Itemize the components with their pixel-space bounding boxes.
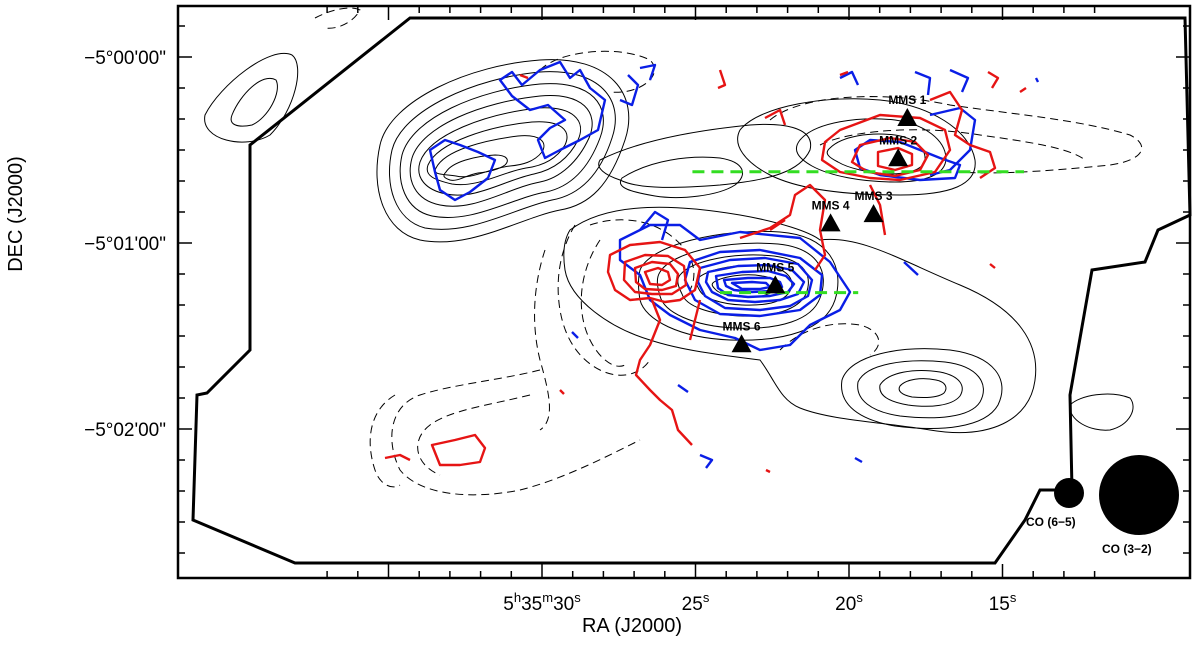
cut-lines <box>692 170 1024 295</box>
mms-label: MMS 1 <box>888 93 926 107</box>
mms-label: MMS 6 <box>723 319 761 333</box>
mms-label: MMS 5 <box>756 260 794 274</box>
mms-marker <box>731 334 752 353</box>
beam-label-co32: CO (3−2) <box>1102 542 1152 556</box>
x-tick-label: 5h35m30s <box>503 590 581 615</box>
x-tick-label: 20s <box>835 590 863 615</box>
x-tick-label: 15s <box>989 590 1017 615</box>
mms-marker <box>765 275 786 294</box>
mms-marker <box>863 204 884 223</box>
mms-label: MMS 2 <box>879 133 917 147</box>
black-dashed-contours <box>314 7 1142 496</box>
y-tick-label: −5°00'00" <box>84 48 166 69</box>
beam-label-co65: CO (6−5) <box>1026 515 1076 529</box>
coverage-boundary <box>191 16 1192 565</box>
axis-ticks <box>178 6 1190 578</box>
black-solid-contours <box>204 53 1134 434</box>
mms-marker <box>897 108 918 126</box>
x-axis-title: RA (J2000) <box>582 615 682 637</box>
y-tick-label: −5°01'00" <box>84 234 166 255</box>
mms-label: MMS 4 <box>812 198 850 212</box>
plot-frame <box>176 4 1192 580</box>
mms-sources: MMS 1 MMS 2 MMS 3 MMS 4 MMS 5 MMS 6 <box>723 93 927 353</box>
beam-co32 <box>1099 455 1179 535</box>
mms-marker <box>888 148 909 167</box>
mms-marker <box>820 213 841 232</box>
beam-co65 <box>1054 478 1084 508</box>
mms-label: MMS 3 <box>855 189 893 203</box>
y-axis-title: DEC (J2000) <box>5 156 27 272</box>
red-contours <box>384 69 1027 474</box>
x-tick-label: 25s <box>682 590 710 615</box>
y-tick-label: −5°02'00" <box>84 420 166 441</box>
x-tick-labels: 5h35m30s 25s 20s 15s <box>503 590 1017 615</box>
y-tick-labels: −5°00'00" −5°01'00" −5°02'00" <box>84 48 166 441</box>
